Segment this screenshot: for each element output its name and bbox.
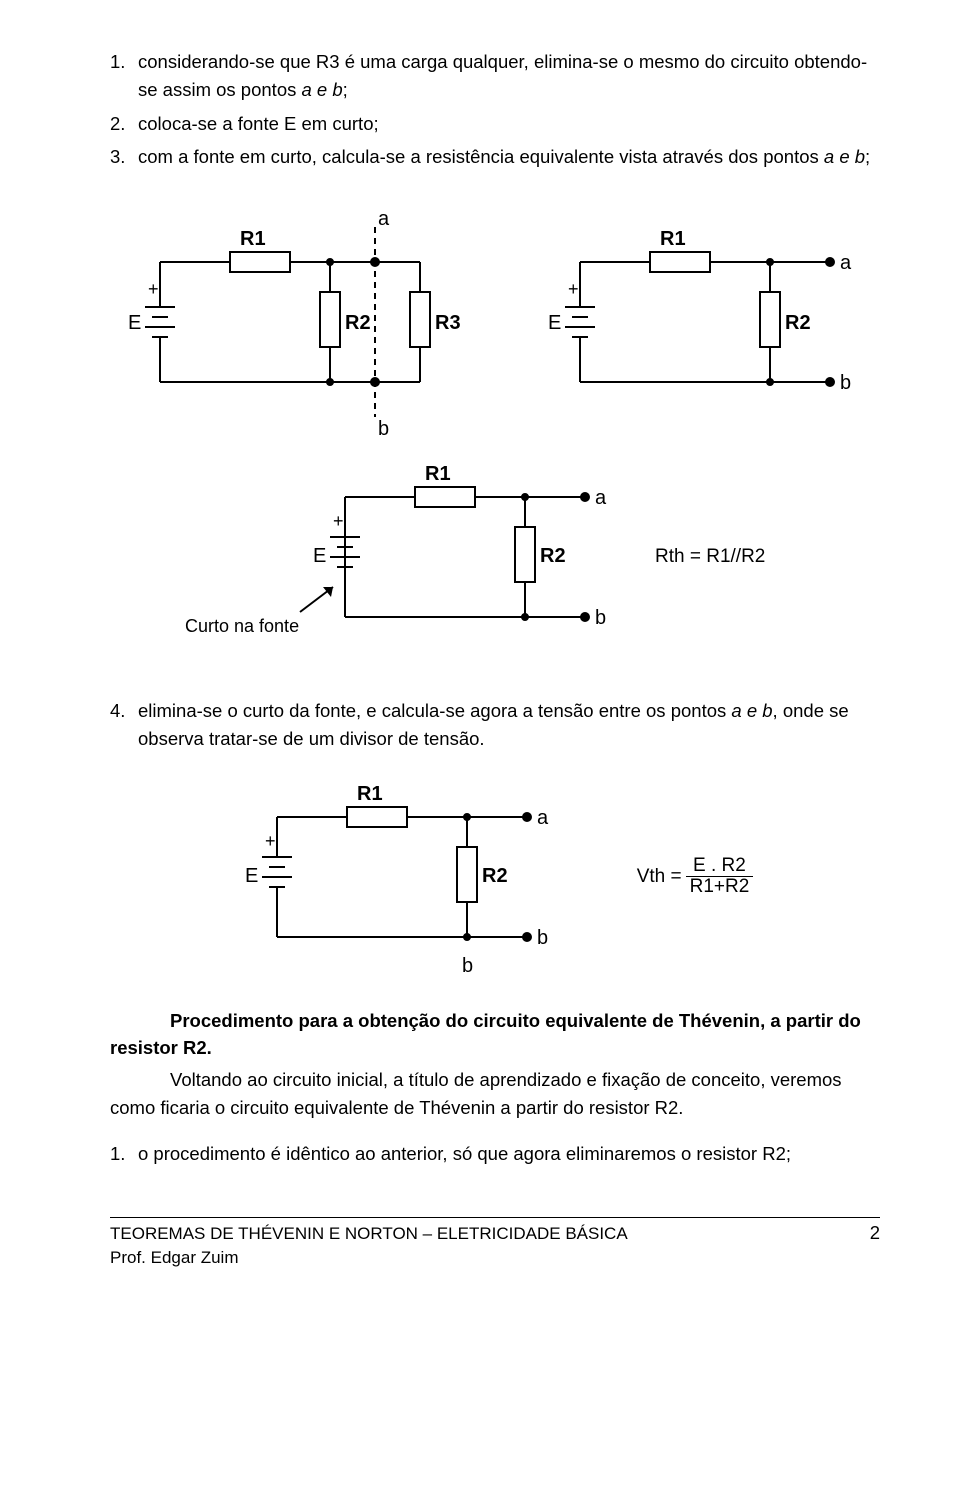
list-b: 4. elimina-se o curto da fonte, e calcul… [110, 697, 880, 753]
label-e: E [245, 865, 258, 887]
list-item: 1. o procedimento é idêntico ao anterior… [110, 1140, 880, 1168]
list-num: 4. [110, 697, 138, 753]
label-a: a [378, 208, 390, 230]
list-text: com a fonte em curto, calcula-se a resis… [138, 143, 880, 171]
circuit-4: a b R1 R2 E + b [237, 777, 597, 977]
footer-title: TEOREMAS DE THÉVENIN E NORTON – ELETRICI… [110, 1222, 628, 1246]
plus-icon: + [333, 511, 344, 531]
label-r2: R2 [785, 312, 811, 334]
label-r1: R1 [660, 228, 686, 250]
figure-4-wrap: a b R1 R2 E + b Vth = E . R2 R1+R2 [110, 777, 880, 977]
circuit-1: a b R1 R2 R3 E + [120, 207, 480, 437]
page-footer: TEOREMAS DE THÉVENIN E NORTON – ELETRICI… [110, 1217, 880, 1270]
label-r2: R2 [482, 865, 508, 887]
list-num: 3. [110, 143, 138, 171]
list-c: 1. o procedimento é idêntico ao anterior… [110, 1140, 880, 1168]
list-text: o procedimento é idêntico ao anterior, s… [138, 1140, 880, 1168]
vth-formula: Vth = E . R2 R1+R2 [637, 777, 754, 977]
label-rth: Rth = R1//R2 [655, 546, 765, 567]
label-b2: b [462, 955, 473, 977]
list-item: 3. com a fonte em curto, calcula-se a re… [110, 143, 880, 171]
footer-author: Prof. Edgar Zuim [110, 1246, 628, 1270]
label-r3: R3 [435, 312, 461, 334]
circuit-3: a b R1 R2 E + Curto na fonte Rth = R1//R… [185, 457, 805, 667]
paragraph: Voltando ao circuito inicial, a título d… [110, 1066, 880, 1122]
list-text: coloca-se a fonte E em curto; [138, 110, 880, 138]
label-r2: R2 [345, 312, 371, 334]
list-text: elimina-se o curto da fonte, e calcula-s… [138, 697, 880, 753]
label-b: b [595, 607, 606, 629]
figure-row-1: a b R1 R2 R3 E + [110, 207, 880, 437]
label-a: a [840, 252, 852, 274]
label-e: E [548, 312, 561, 334]
label-b: b [840, 372, 851, 394]
plus-icon: + [265, 831, 276, 851]
label-e: E [128, 312, 141, 334]
list-num: 2. [110, 110, 138, 138]
label-r1: R1 [425, 463, 451, 485]
section-title: Procedimento para a obtenção do circuito… [110, 1007, 880, 1063]
label-e: E [313, 545, 326, 567]
label-curto: Curto na fonte [185, 616, 299, 636]
label-b: b [378, 418, 389, 437]
list-num: 1. [110, 48, 138, 104]
label-r1: R1 [357, 783, 383, 805]
list-item: 1. considerando-se que R3 é uma carga qu… [110, 48, 880, 104]
list-text: considerando-se que R3 é uma carga qualq… [138, 48, 880, 104]
plus-icon: + [148, 279, 159, 299]
label-b: b [537, 927, 548, 949]
label-r1: R1 [240, 228, 266, 250]
list-item: 2. coloca-se a fonte E em curto; [110, 110, 880, 138]
label-a: a [537, 807, 549, 829]
plus-icon: + [568, 279, 579, 299]
list-item: 4. elimina-se o curto da fonte, e calcul… [110, 697, 880, 753]
label-r2: R2 [540, 545, 566, 567]
list-num: 1. [110, 1140, 138, 1168]
list-a: 1. considerando-se que R3 é uma carga qu… [110, 48, 880, 171]
label-a: a [595, 487, 607, 509]
circuit-2: a b R1 R2 E + [540, 207, 870, 437]
figure-3-wrap: a b R1 R2 E + Curto na fonte Rth = R1//R… [110, 457, 880, 667]
page-number: 2 [870, 1222, 880, 1270]
